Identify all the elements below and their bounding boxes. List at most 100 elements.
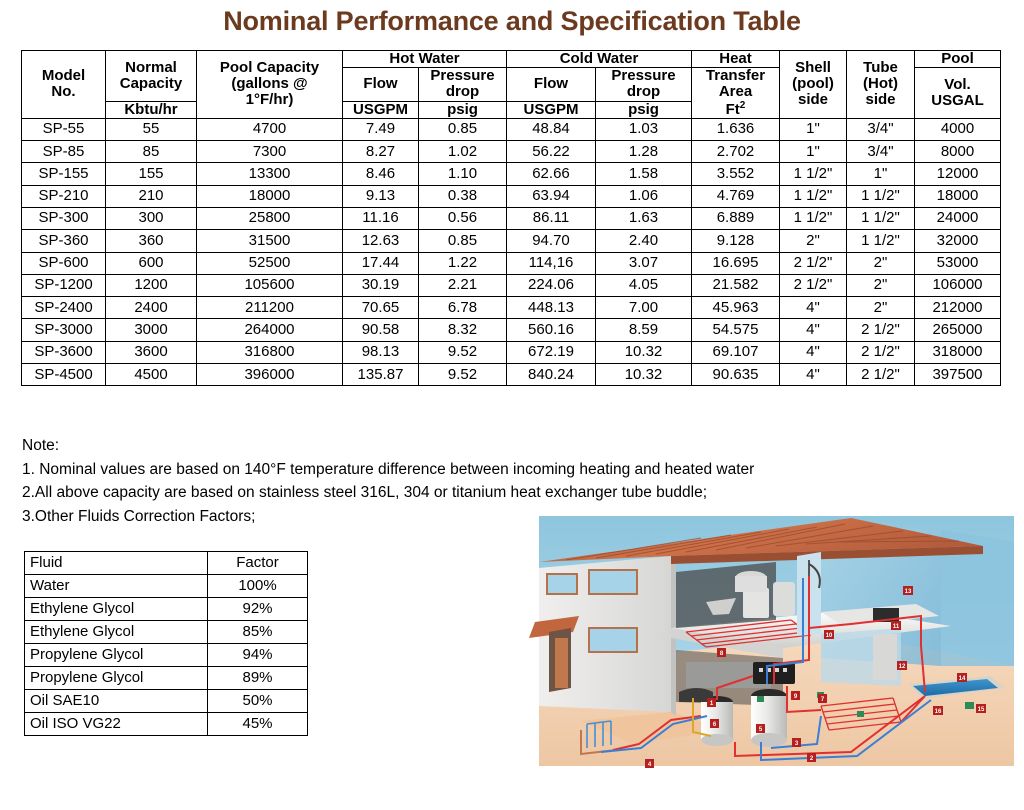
cell-hot-water-flow: 11.16 xyxy=(342,206,419,231)
cell-model-no: SP-55 xyxy=(21,117,106,142)
fluid-factor-table-body: Fluid Factor Water 100% Ethylene Glycol 92% Et… xyxy=(24,551,308,736)
cell-hot-water-flow: 7.49 xyxy=(342,117,419,142)
cold-water-piping xyxy=(600,578,932,762)
fluid-factor-table: Fluid Factor Water 100% Ethylene Glycol 92% Et… xyxy=(24,551,308,736)
fluid-table-row: Ethylene Glycol 92% xyxy=(24,597,308,621)
cell-shell-pool-side: 1 1/2" xyxy=(779,162,847,186)
cell-hot-water-flow: 12.63 xyxy=(342,229,419,253)
cell-shell-pool-side: 1 1/2" xyxy=(779,184,847,208)
cell-cold-water-pressure-drop: 4.05 xyxy=(595,273,692,298)
fluid-table-row: Propylene Glycol 94% xyxy=(24,643,308,667)
svg-text:11: 11 xyxy=(893,624,900,630)
cell-fluid-factor: 85% xyxy=(207,620,308,644)
cell-cold-water-flow: 560.16 xyxy=(506,318,596,342)
cell-hot-water-flow: 98.13 xyxy=(342,340,419,365)
boiler-unit xyxy=(679,688,713,702)
cell-model-no: SP-1200 xyxy=(21,273,106,298)
callout-6: 6 xyxy=(710,719,719,728)
spec-table-row: SP-4500 4500 396000 135.87 9.52 840.24 10.32 90… xyxy=(21,363,1001,387)
cell-fluid-factor: 100% xyxy=(207,574,308,598)
spec-table-row: SP-210 210 18000 9.13 0.38 63.94 1.06 4.769 1 1/… xyxy=(21,184,1001,208)
shell-line1: Shell xyxy=(795,59,831,77)
cell-normal-capacity: 55 xyxy=(105,117,197,142)
pool-capacity-line2: (gallons @ xyxy=(231,75,308,93)
cell-pool-vol-usgal: 24000 xyxy=(914,206,1001,231)
pool-capacity-line1: Pool Capacity xyxy=(219,59,320,77)
cell-cold-water-pressure-drop: 3.07 xyxy=(595,251,692,275)
spec-table-head: Model No. Normal Capacity Pool Capacity … xyxy=(21,49,1001,119)
fluid-table-row: Ethylene Glycol 85% xyxy=(24,620,308,644)
fluid-table-row: Water 100% xyxy=(24,574,308,598)
cell-heat-transfer-area: 90.635 xyxy=(691,363,780,387)
cell-tube-hot-side: 2 1/2" xyxy=(846,340,915,365)
appliance-unit-a xyxy=(743,588,769,618)
col-header-shell-pool-side: Shell (pool) side xyxy=(779,50,847,119)
callout-16: 16 xyxy=(933,706,943,715)
spec-table-row: SP-3600 3600 316800 98.13 9.52 672.19 10.32 69.… xyxy=(21,340,1001,365)
col-header-pool-vol-usgal: Vol. USGAL xyxy=(914,67,1001,119)
spec-table-row: SP-85 85 7300 8.27 1.02 56.22 1.28 2.702 1" 3/4" 8… xyxy=(21,140,1001,164)
svg-text:9: 9 xyxy=(794,694,798,700)
cell-heat-transfer-area: 3.552 xyxy=(691,162,780,186)
cell-model-no: SP-2400 xyxy=(21,296,106,320)
cell-cold-water-pressure-drop: 7.00 xyxy=(595,296,692,320)
cell-shell-pool-side: 4" xyxy=(779,296,847,320)
cell-hot-water-flow: 135.87 xyxy=(342,363,419,387)
cell-pool-vol-usgal: 8000 xyxy=(914,140,1001,164)
cell-hot-water-pressure-drop: 8.32 xyxy=(418,318,507,342)
cell-hot-water-flow: 90.58 xyxy=(342,318,419,342)
cell-pool-capacity: 4700 xyxy=(196,117,343,142)
col-header-heat-transfer-area: Transfer Area Ft2 xyxy=(691,67,780,119)
callout-7: 7 xyxy=(818,694,827,703)
cell-pool-capacity: 396000 xyxy=(196,363,343,387)
svg-text:5: 5 xyxy=(759,727,763,733)
svg-text:7: 7 xyxy=(821,697,825,703)
cell-heat-transfer-area: 16.695 xyxy=(691,251,780,275)
svg-text:16: 16 xyxy=(935,709,942,715)
front-door xyxy=(555,638,568,688)
svg-text:8: 8 xyxy=(720,651,724,657)
cell-model-no: SP-600 xyxy=(21,251,106,275)
roof-fascia xyxy=(671,546,983,564)
cell-shell-pool-side: 1" xyxy=(779,117,847,142)
spec-table-row: SP-2400 2400 211200 70.65 6.78 448.13 7.00 45.9… xyxy=(21,296,1001,320)
cell-heat-transfer-area: 69.107 xyxy=(691,340,780,365)
cell-heat-transfer-area: 4.769 xyxy=(691,184,780,208)
cell-model-no: SP-360 xyxy=(21,229,106,253)
cell-tube-hot-side: 3/4" xyxy=(846,117,915,142)
cell-heat-transfer-area: 1.636 xyxy=(691,117,780,142)
svg-text:13: 13 xyxy=(905,589,912,595)
svg-text:4: 4 xyxy=(648,762,652,768)
heat-unit-superscript: 2 xyxy=(739,99,746,111)
cell-shell-pool-side: 4" xyxy=(779,363,847,387)
cell-pool-capacity: 105600 xyxy=(196,273,343,298)
tube-line1: Tube xyxy=(863,59,898,77)
note-line-2: 2.All above capacity are based on stainl… xyxy=(22,484,708,502)
cell-hot-water-pressure-drop: 0.85 xyxy=(418,117,507,142)
cell-pool-vol-usgal: 12000 xyxy=(914,162,1001,186)
cell-hot-water-pressure-drop: 0.56 xyxy=(418,206,507,231)
tall-cabinet xyxy=(873,634,897,680)
main-roof xyxy=(539,518,983,562)
cell-pool-vol-usgal: 397500 xyxy=(914,363,1001,387)
cell-normal-capacity: 1200 xyxy=(105,273,197,298)
col-header-normal-capacity: Normal Capacity xyxy=(105,50,197,102)
fluid-factor-table-container: Fluid Factor Water 100% Ethylene Glycol 92% Et… xyxy=(24,551,308,736)
col-header-tube-hot-side: Tube (Hot) side xyxy=(846,50,915,119)
spec-table-container: Model No. Normal Capacity Pool Capacity … xyxy=(21,49,1001,387)
svg-text:2: 2 xyxy=(810,756,814,762)
cell-shell-pool-side: 2" xyxy=(779,229,847,253)
hot-water-piping xyxy=(612,576,926,758)
range-hood xyxy=(706,598,736,615)
col-header-hw-pressure-drop: Pressure drop xyxy=(418,67,507,102)
cell-cold-water-flow: 63.94 xyxy=(506,184,596,208)
collector-hose xyxy=(808,563,821,589)
ground-loop-collectors xyxy=(586,720,612,748)
cell-hot-water-pressure-drop: 0.38 xyxy=(418,184,507,208)
cell-heat-transfer-area: 45.963 xyxy=(691,296,780,320)
cell-pool-capacity: 264000 xyxy=(196,318,343,342)
callout-2: 2 xyxy=(807,753,816,762)
cell-shell-pool-side: 1 1/2" xyxy=(779,206,847,231)
cell-normal-capacity: 600 xyxy=(105,251,197,275)
